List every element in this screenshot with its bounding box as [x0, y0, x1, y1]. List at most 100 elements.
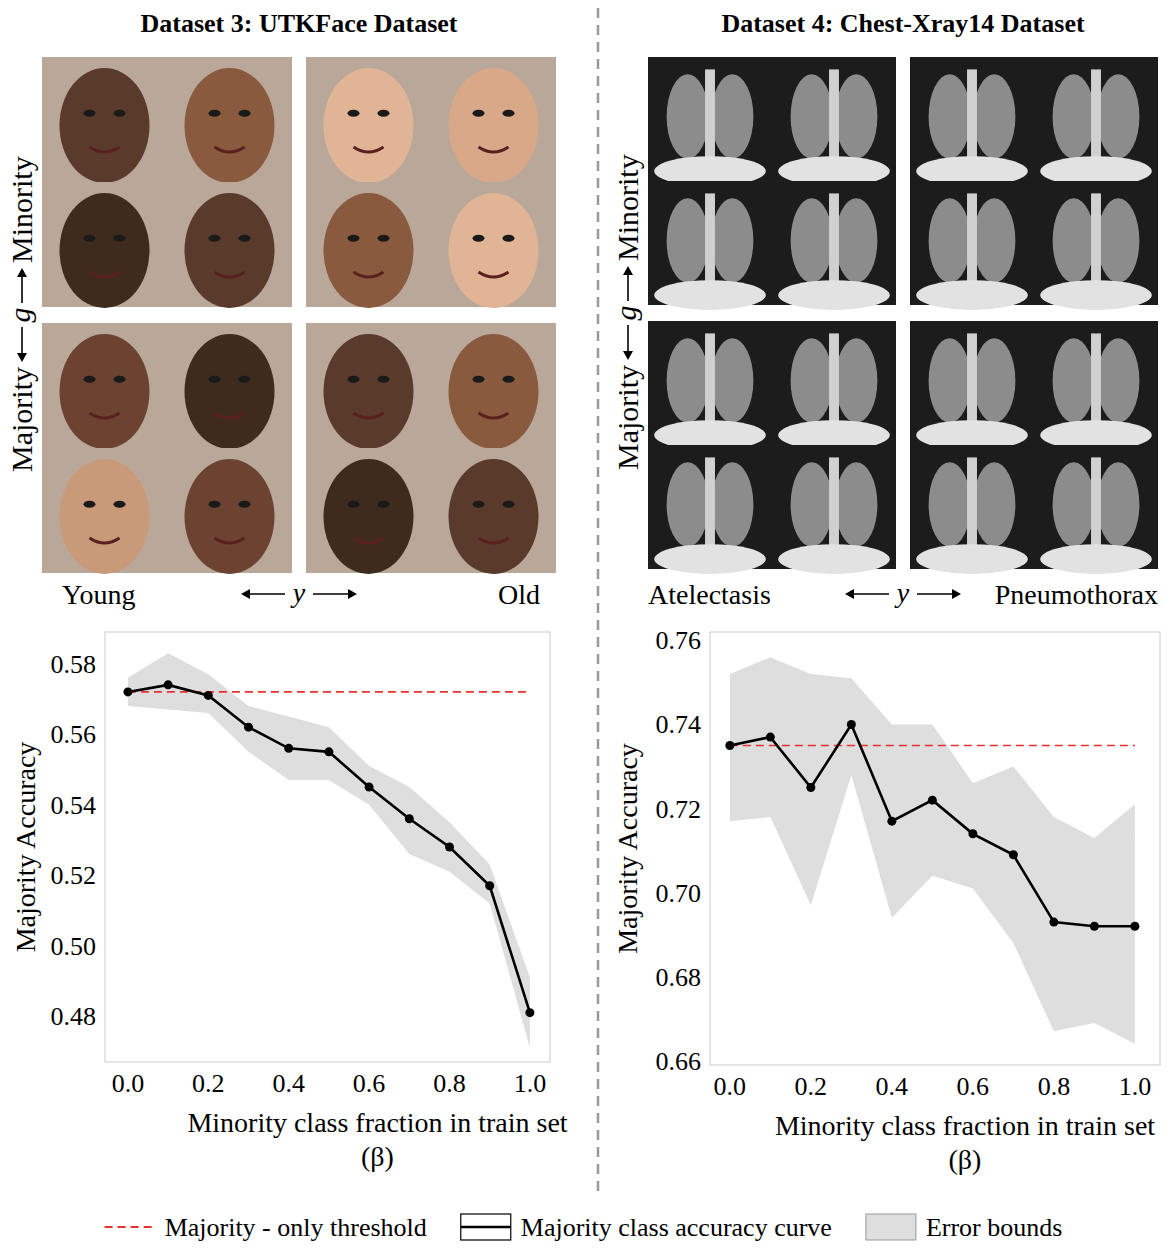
- data-point: [164, 680, 173, 689]
- face-eye: [503, 235, 515, 242]
- face-mouth: [90, 413, 120, 418]
- x-tick-label: 0.4: [272, 1069, 305, 1098]
- image-placeholder: [431, 448, 556, 574]
- xray-spine: [829, 69, 839, 168]
- face-mouth: [215, 272, 245, 277]
- face-eye: [209, 235, 221, 242]
- arrow-head: [623, 351, 633, 360]
- legend-item: Majority class accuracy curve: [461, 1213, 832, 1242]
- image-placeholder: [648, 445, 772, 574]
- arrow-head: [241, 589, 250, 599]
- face-mouth: [354, 147, 384, 152]
- arrow: [623, 325, 633, 360]
- data-point: [324, 747, 333, 756]
- image-placeholder: [1034, 181, 1158, 310]
- error-band: [128, 653, 530, 1048]
- xray-diaphragm: [916, 280, 1028, 310]
- plot-frame: [105, 632, 550, 1062]
- xray-lung: [791, 198, 833, 282]
- data-point: [204, 691, 213, 700]
- image-placeholder: [1034, 57, 1158, 186]
- x-tick-label: 1.0: [514, 1069, 547, 1098]
- image-placeholder: [1034, 445, 1158, 574]
- image-tile: [306, 448, 431, 573]
- x-tick-label: 1.0: [1119, 1072, 1152, 1101]
- image-tile: [42, 448, 167, 573]
- xray-diaphragm: [916, 544, 1028, 574]
- data-point: [1090, 922, 1099, 931]
- image-placeholder: [648, 181, 772, 310]
- data-point: [445, 843, 454, 852]
- xray-diaphragm: [1040, 544, 1152, 574]
- y-tick-label: 0.72: [656, 795, 702, 824]
- column-label: Pneumothorax: [995, 579, 1158, 610]
- face-eye: [503, 110, 515, 117]
- y-tick-label: 0.50: [51, 932, 97, 961]
- image-tile: [167, 182, 292, 307]
- row-labels: MajorityMinorityg: [3, 156, 38, 472]
- column-axis-symbol: y: [290, 577, 306, 608]
- image-placeholder: [42, 182, 167, 308]
- face-eye: [473, 501, 485, 508]
- row-axis-symbol: g: [3, 308, 36, 323]
- face-shape: [324, 193, 414, 308]
- face-eye: [473, 110, 485, 117]
- y-tick-label: 0.52: [51, 861, 97, 890]
- xray-lung: [667, 198, 709, 282]
- marks: [725, 657, 1139, 1044]
- image-tile: [306, 323, 431, 448]
- arrow-shaft: [627, 325, 629, 355]
- legend-swatch: [461, 1214, 511, 1240]
- xray-diaphragm: [654, 544, 766, 574]
- row-axis-symbol: g: [609, 306, 642, 321]
- data-point: [766, 733, 775, 742]
- face-shape: [449, 68, 539, 183]
- arrow: [623, 266, 633, 301]
- face-eye: [114, 501, 126, 508]
- face-shape: [60, 193, 150, 308]
- data-point: [1009, 850, 1018, 859]
- arrow-head: [348, 589, 357, 599]
- arrow-shaft: [21, 327, 23, 357]
- data-point: [405, 814, 414, 823]
- image-placeholder: [42, 57, 167, 183]
- data-point: [847, 720, 856, 729]
- legend-swatch: [866, 1214, 916, 1240]
- face-mouth: [215, 147, 245, 152]
- arrow: [241, 589, 285, 599]
- xray-lung: [973, 462, 1015, 546]
- data-point: [485, 881, 494, 890]
- legend: Majority - only thresholdMajority class …: [105, 1213, 1063, 1242]
- face-eye: [84, 235, 96, 242]
- arrow: [917, 589, 961, 599]
- y-tick-label: 0.76: [656, 626, 702, 655]
- arrow: [313, 589, 357, 599]
- panel-title: Dataset 3: UTKFace Dataset: [141, 9, 458, 38]
- face-eye: [378, 501, 390, 508]
- xray-lung: [835, 74, 877, 158]
- image-placeholder: [306, 323, 431, 449]
- face-eye: [84, 501, 96, 508]
- x-axis-symbol: (β): [361, 1141, 394, 1172]
- image-placeholder: [167, 57, 292, 183]
- image-placeholder: [42, 323, 167, 449]
- x-tick-label: 0.8: [1038, 1072, 1071, 1101]
- xray-lung: [1097, 74, 1139, 158]
- xray-spine: [1091, 457, 1101, 556]
- xray-lung: [1097, 462, 1139, 546]
- x-tick-label: 0.0: [112, 1069, 145, 1098]
- face-eye: [348, 376, 360, 383]
- image-placeholder: [910, 445, 1034, 574]
- y-axis-title: Majority Accuracy: [10, 742, 41, 953]
- arrow-head: [17, 268, 27, 277]
- x-tick-label: 0.6: [353, 1069, 386, 1098]
- face-mouth: [354, 538, 384, 543]
- figure: Dataset 3: UTKFace Dataset MajorityMinori…: [0, 0, 1167, 1258]
- image-placeholder: [431, 323, 556, 449]
- image-tile: [431, 323, 556, 448]
- image-placeholder: [42, 448, 167, 574]
- image-tile: [42, 57, 167, 182]
- error-band: [730, 657, 1135, 1044]
- y-tick-label: 0.70: [656, 879, 702, 908]
- image-placeholder: [772, 321, 896, 450]
